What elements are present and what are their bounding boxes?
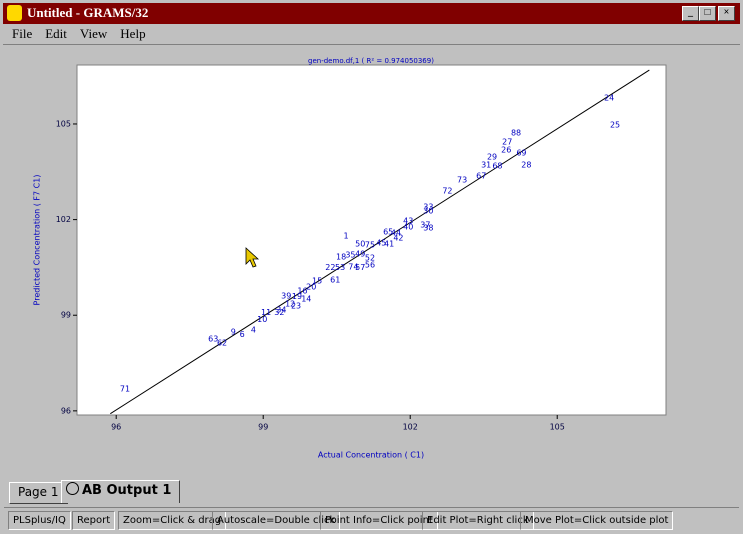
status-button[interactable]: Edit Plot=Right click <box>422 511 534 530</box>
data-point-label: 11 <box>261 308 271 317</box>
data-point-label: 35 <box>345 250 355 259</box>
data-point-label: 61 <box>330 275 340 284</box>
data-point-label: 33 <box>423 202 433 211</box>
menu-item[interactable]: Help <box>120 26 146 41</box>
data-point-label: 16 <box>297 287 307 296</box>
menu-item[interactable]: Edit <box>45 26 67 41</box>
data-point-label: 62 <box>217 338 227 347</box>
status-button[interactable]: PLSplus/IQ <box>8 511 71 530</box>
status-button[interactable]: Point Info=Click point <box>320 511 438 530</box>
data-point-label: 88 <box>511 128 521 137</box>
data-point-label: 19 <box>292 292 302 301</box>
data-point-label: 42 <box>393 233 403 242</box>
y-tick-label: 102 <box>56 215 71 224</box>
tab-label: Page 1 <box>18 485 59 499</box>
x-tick-label: 102 <box>403 423 418 432</box>
data-point-label: 30 <box>423 206 433 215</box>
menu-bar: File Edit View Help <box>3 24 740 43</box>
maximize-button[interactable]: □ <box>699 6 716 21</box>
data-point-label: 6 <box>240 330 245 339</box>
status-button[interactable]: Zoom=Click & drag <box>118 511 227 530</box>
data-point-label: 32 <box>274 308 284 317</box>
status-button[interactable]: Report <box>72 511 116 530</box>
status-button[interactable]: Move Plot=Click outside plot <box>520 511 674 530</box>
data-point-label: 57 <box>355 263 365 272</box>
data-point-label: 45 <box>376 238 386 247</box>
data-point-label: 31 <box>481 161 491 170</box>
chart: gen-demo.df,1 ( R² = 0.974050369) Actual… <box>33 57 667 460</box>
data-point-label: 10 <box>257 315 267 324</box>
x-tick-label: 99 <box>258 423 268 432</box>
x-axis-label: Actual Concentration ( C1) <box>318 451 424 460</box>
close-button[interactable]: × <box>718 6 735 21</box>
data-point-label: 71 <box>120 384 130 393</box>
data-point-label: 44 <box>391 228 401 237</box>
data-point-label: 38 <box>423 223 433 232</box>
title-bar: Untitled - GRAMS/32 _ □ × <box>3 3 740 24</box>
y-tick-label: 99 <box>61 311 71 320</box>
data-point-label: 18 <box>336 252 346 261</box>
data-point-label: 65 <box>383 228 393 237</box>
regression-line <box>110 69 650 415</box>
data-point-label: 49 <box>355 250 365 259</box>
client-area <box>3 44 740 479</box>
data-point-label: 20 <box>306 282 316 291</box>
page-tab[interactable]: Page 1 <box>9 482 68 504</box>
data-point-label: 25 <box>610 120 620 129</box>
data-point-label: 63 <box>208 334 218 343</box>
menu-item[interactable]: View <box>79 26 108 41</box>
chart-title: gen-demo.df,1 ( R² = 0.974050369) <box>308 57 434 65</box>
plot-area <box>76 64 667 416</box>
data-point-label: 22 <box>325 263 335 272</box>
data-point-label: 14 <box>301 294 311 303</box>
menu-item[interactable]: File <box>12 26 33 41</box>
tab-label: AB Output 1 <box>82 483 172 498</box>
data-point-label: 68 <box>492 162 502 171</box>
data-point-label: 50 <box>355 239 365 248</box>
data-point-label: 39 <box>281 291 291 300</box>
minimize-button[interactable]: _ <box>682 6 699 21</box>
active-tab[interactable]: AB Output 1 <box>61 480 181 503</box>
data-point-label: 24 <box>604 93 614 102</box>
status-bar: PLSplus/IQ Report Zoom=Click & drag Autosca… <box>4 507 739 531</box>
window-title: Untitled - GRAMS/32 <box>27 5 149 20</box>
y-tick-label: 105 <box>56 119 71 128</box>
data-point-label: 41 <box>384 239 394 248</box>
data-point-label: 69 <box>516 148 526 157</box>
data-point-label: 15 <box>312 276 322 285</box>
data-point-label: 53 <box>335 263 345 272</box>
x-tick-label: 105 <box>550 423 565 432</box>
data-point-label: 43 <box>403 216 413 225</box>
mouse-cursor <box>245 247 260 268</box>
data-point-label: 56 <box>365 260 375 269</box>
status-button[interactable]: Autoscale=Double click <box>212 511 341 530</box>
data-point-label: 75 <box>365 240 375 249</box>
data-point-label: 37 <box>420 221 430 230</box>
clock-icon <box>66 482 79 495</box>
data-point-label: 4 <box>251 325 256 334</box>
data-point-label: 52 <box>365 253 375 262</box>
data-point-label: 40 <box>403 222 413 231</box>
data-point-label: 34 <box>276 305 286 314</box>
data-point-label: 29 <box>487 152 497 161</box>
data-point-label: 1 <box>343 231 348 240</box>
data-point-label: 9 <box>231 327 236 336</box>
data-point-label: 73 <box>457 176 467 185</box>
data-point-label: 26 <box>501 146 511 155</box>
data-point-label: 27 <box>502 137 512 146</box>
data-point-label: 12 <box>285 299 295 308</box>
data-point-label: 72 <box>442 186 452 195</box>
app-icon <box>7 5 22 21</box>
y-axis-label: Predicted Concentration ( F7 C1) <box>33 175 42 306</box>
data-point-label: 23 <box>291 301 301 310</box>
data-point-label: 74 <box>348 262 358 271</box>
x-tick-label: 96 <box>111 423 121 432</box>
y-tick-label: 96 <box>61 406 71 415</box>
data-point-label: 67 <box>476 171 486 180</box>
data-point-label: 28 <box>521 161 531 170</box>
